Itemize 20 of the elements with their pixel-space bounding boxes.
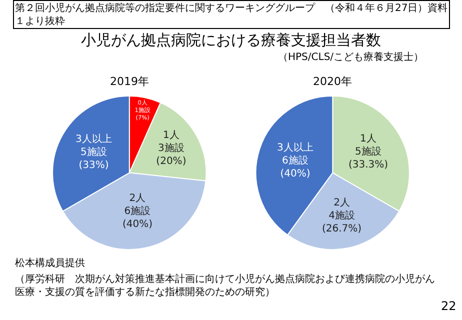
slice-label: 1人	[163, 130, 180, 142]
slice-label: 2人	[129, 192, 146, 204]
slice-label: 1人	[360, 134, 376, 145]
chart-title: 2020年	[313, 75, 352, 88]
slice-label: 3人以上	[76, 133, 112, 146]
data-label: 4施設 (26.7%)	[322, 209, 362, 234]
text: 松本構成員提供	[15, 257, 85, 269]
text: （HPS/CLS/こども療養支援士）	[278, 51, 424, 63]
data-label: 3施設 (20%)	[156, 142, 186, 168]
chart-title: 2019年	[110, 75, 149, 88]
text: 小児がん拠点病院における療養支援担当者数	[81, 31, 381, 49]
data-label: 5施設 (33%)	[78, 146, 109, 172]
data-label: 5施設 (33.3%)	[348, 146, 388, 171]
slice-label: 3人以上	[277, 142, 314, 154]
text: （厚労科研 次期がん対策推進基本計画に向けて小児がん拠点病院および連携病院の小児がん医療・支援の質を評価する新たな指標開発のための研究）	[15, 273, 435, 298]
data-label: 6施設 (40%)	[122, 204, 153, 230]
data-label: 6施設 (40%)	[280, 154, 310, 180]
slice-label: 2人	[334, 197, 350, 208]
text: 22	[441, 299, 456, 313]
text: 第２回小児がん拠点病院等の指定要件に関するワーキンググループ （令和４年６月27日）資料１より抜粋	[15, 2, 448, 27]
